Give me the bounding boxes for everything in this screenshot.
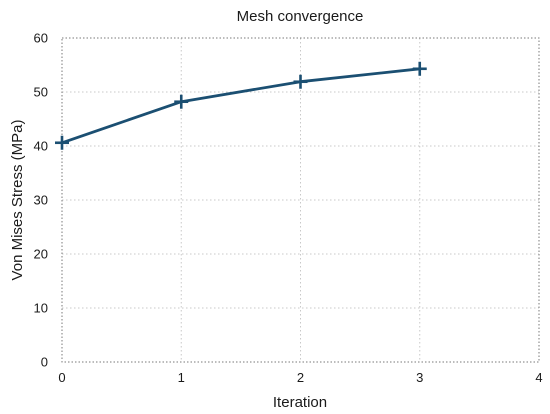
y-tick-label: 50: [34, 85, 48, 100]
data-point-marker: [293, 74, 308, 89]
data-point-marker: [55, 135, 69, 150]
y-tick-label: 40: [34, 139, 48, 154]
y-tick-label: 20: [34, 247, 48, 262]
x-tick-label: 0: [58, 370, 65, 385]
series: [55, 61, 427, 150]
y-tick-label: 30: [34, 193, 48, 208]
data-point-marker: [174, 94, 189, 109]
data-point-marker: [412, 61, 427, 76]
x-tick-label: 4: [535, 370, 542, 385]
series-line: [60, 67, 422, 145]
plot-frame: [61, 37, 540, 363]
x-tick-label: 2: [297, 370, 304, 385]
x-tick-label: 3: [416, 370, 423, 385]
y-tick-label: 0: [41, 355, 48, 370]
x-axis-label: Iteration: [273, 394, 327, 411]
y-tick-label: 60: [34, 31, 48, 46]
y-axis-label: Von Mises Stress (MPa): [9, 120, 26, 281]
y-tick-label: 10: [34, 301, 48, 316]
x-tick-label: 1: [178, 370, 185, 385]
chart-title: Mesh convergence: [237, 8, 364, 25]
